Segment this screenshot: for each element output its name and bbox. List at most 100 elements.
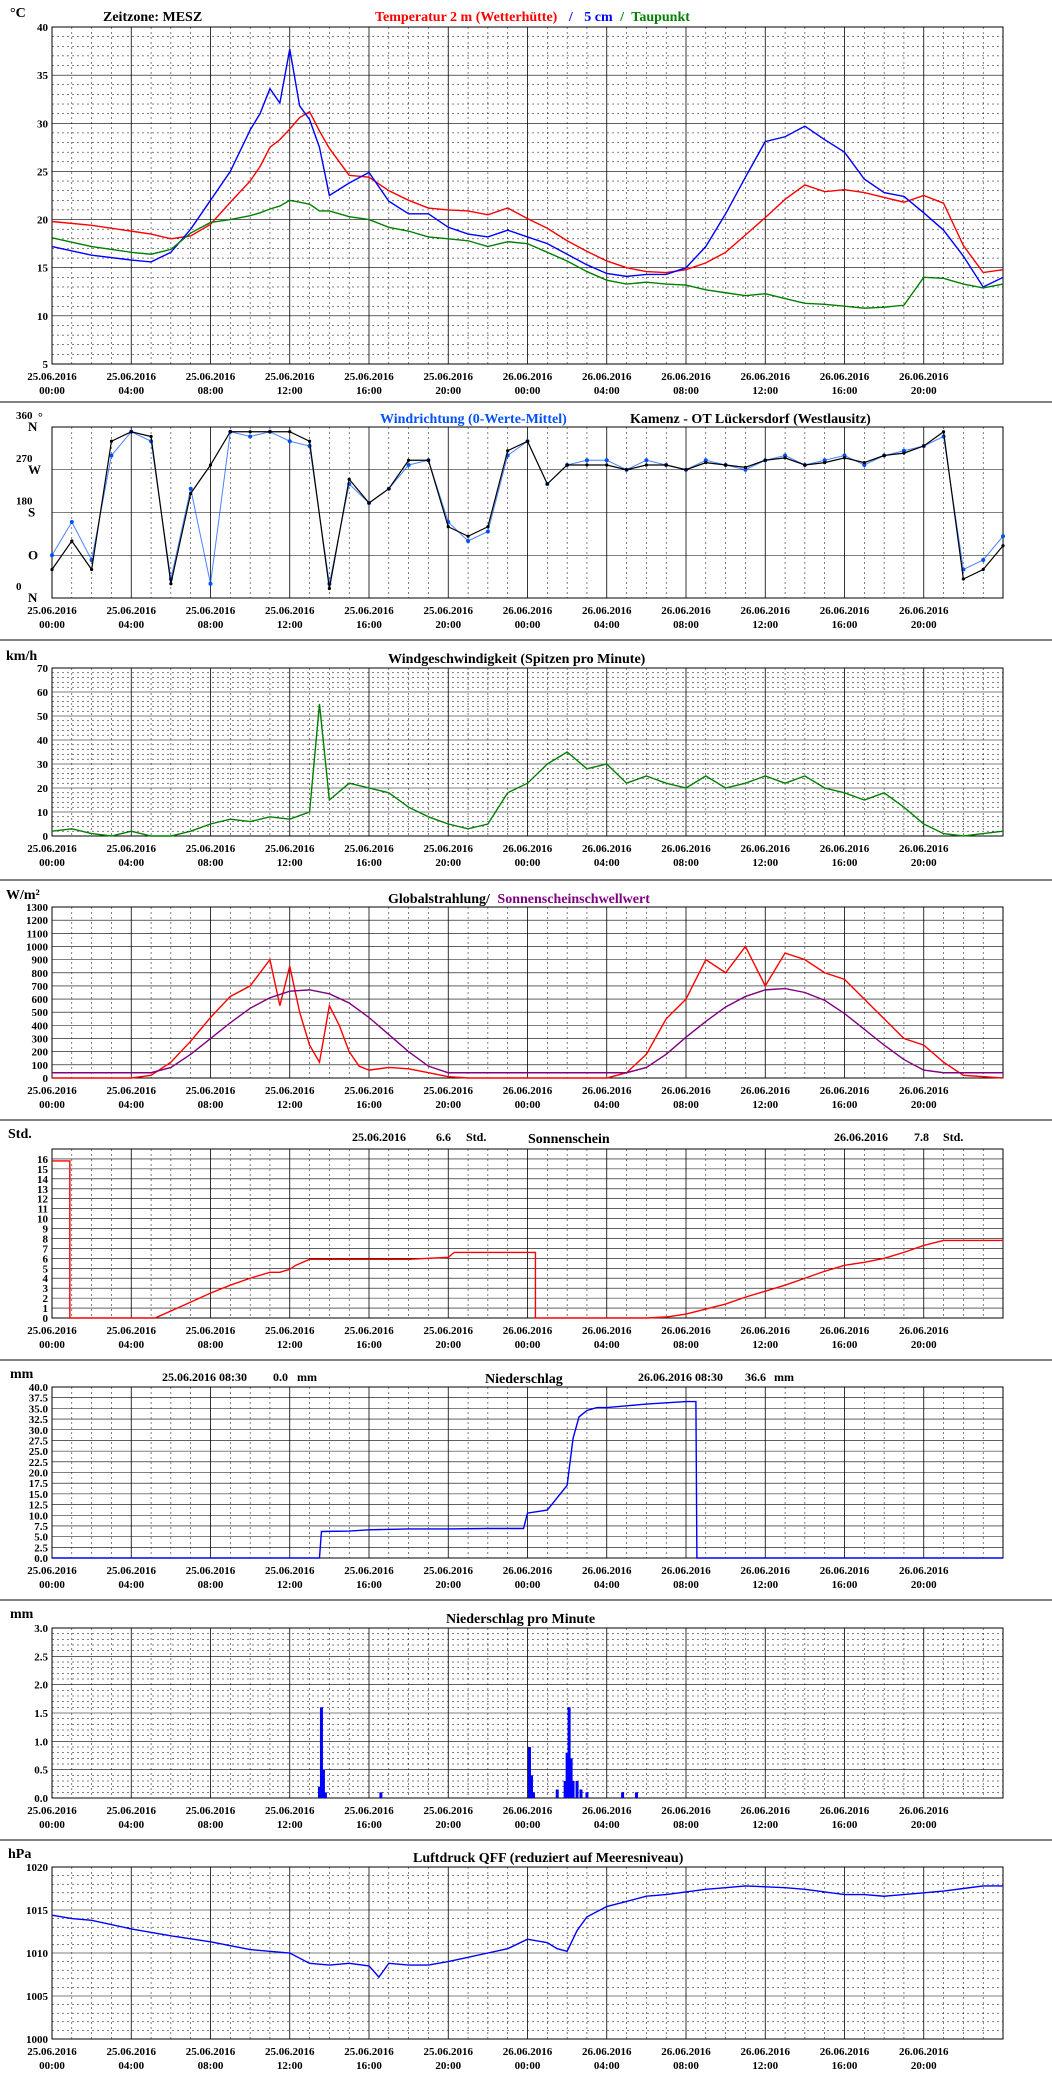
- x-tick-time: 08:00: [673, 1579, 699, 1591]
- x-tick-date: 26.06.2016: [661, 1085, 711, 1097]
- y-tick-label: 5.0: [34, 1532, 48, 1544]
- x-tick-time: 20:00: [435, 857, 461, 869]
- precip-bar: [531, 1792, 535, 1798]
- x-tick-time: 16:00: [832, 385, 858, 397]
- x-tick-time: 00:00: [39, 619, 65, 631]
- y-tick-label: 1.0: [34, 1736, 48, 1748]
- x-tick-time: 00:00: [39, 385, 65, 397]
- x-tick-date: 26.06.2016: [741, 371, 791, 383]
- x-tick-time: 08:00: [198, 857, 224, 869]
- x-tick-date: 25.06.2016: [27, 843, 77, 855]
- x-tick-date: 25.06.2016: [27, 2046, 77, 2058]
- x-tick-date: 26.06.2016: [899, 1085, 949, 1097]
- x-tick-time: 00:00: [39, 857, 65, 869]
- y-axis-unit-std: Std.: [8, 1127, 32, 1142]
- x-tick-time: 12:00: [752, 1819, 778, 1831]
- x-tick-date: 26.06.2016: [820, 1085, 870, 1097]
- sunshine-unit-1: Std.: [466, 1130, 486, 1144]
- x-tick-date: 25.06.2016: [265, 1805, 315, 1817]
- y-tick-label: 5: [43, 359, 49, 371]
- x-tick-date: 26.06.2016: [582, 843, 632, 855]
- x-tick-date: 25.06.2016: [265, 843, 315, 855]
- precip-bar: [634, 1792, 638, 1798]
- x-tick-date: 25.06.2016: [265, 605, 315, 617]
- wind-direction-line: [51, 430, 1004, 589]
- x-tick-time: 12:00: [277, 857, 303, 869]
- x-tick-time: 12:00: [277, 1819, 303, 1831]
- y-tick-label: 500: [32, 1007, 49, 1019]
- x-tick-time: 16:00: [356, 1579, 382, 1591]
- y-tick-label: 20: [37, 215, 49, 227]
- x-tick-time: 12:00: [277, 385, 303, 397]
- y-tick-number: 360: [16, 410, 33, 422]
- y-tick-number: 180: [16, 496, 33, 508]
- y-tick-letter: O: [28, 547, 38, 562]
- x-tick-date: 25.06.2016: [424, 1325, 474, 1337]
- y-tick-label: 5: [43, 1263, 49, 1275]
- y-tick-letter: N: [28, 590, 38, 605]
- x-tick-date: 26.06.2016: [661, 843, 711, 855]
- x-tick-date: 26.06.2016: [899, 371, 949, 383]
- series-line-temperature: [51, 110, 1004, 274]
- x-tick-time: 16:00: [832, 1579, 858, 1591]
- x-tick-time: 08:00: [673, 385, 699, 397]
- chart-panel-8: 1000 1005 1010 1015 1020 25.06.2016 00:00 25.06…: [26, 1862, 1004, 2072]
- y-tick-label: 7: [43, 1243, 49, 1255]
- pressure-title: Luftdruck QFF (reduziert auf Meeresnivea…: [413, 1851, 684, 1866]
- series-line-threshold: [52, 987, 1003, 1074]
- x-tick-date: 25.06.2016: [107, 1325, 157, 1337]
- x-tick-time: 20:00: [911, 1819, 937, 1831]
- x-tick-date: 26.06.2016: [661, 1565, 711, 1577]
- x-tick-time: 20:00: [435, 1579, 461, 1591]
- sunshine-date-2: 26.06.2016: [834, 1130, 888, 1144]
- x-tick-date: 25.06.2016: [344, 1325, 394, 1337]
- radiation-title-global: Globalstrahlung/: [388, 892, 491, 907]
- x-tick-date: 25.06.2016: [27, 1565, 77, 1577]
- precip-value-2: 36.6: [745, 1370, 766, 1384]
- x-tick-date: 26.06.2016: [741, 1565, 791, 1577]
- y-tick-label: 10: [37, 807, 49, 819]
- precip-title: Niederschlag: [485, 1372, 563, 1387]
- x-tick-date: 26.06.2016: [899, 1325, 949, 1337]
- x-tick-date: 25.06.2016: [27, 371, 77, 383]
- x-tick-time: 20:00: [435, 385, 461, 397]
- series-line-radiation: [52, 945, 1004, 1079]
- x-tick-date: 25.06.2016: [107, 1085, 157, 1097]
- x-tick-date: 25.06.2016: [344, 1565, 394, 1577]
- x-tick-date: 26.06.2016: [582, 2046, 632, 2058]
- x-tick-date: 26.06.2016: [582, 371, 632, 383]
- wind-speed-title: Windgeschwindigkeit (Spitzen pro Minute): [388, 652, 646, 667]
- x-tick-time: 00:00: [515, 1819, 541, 1831]
- x-tick-time: 00:00: [515, 1579, 541, 1591]
- x-tick-date: 25.06.2016: [186, 1805, 236, 1817]
- precip-minute-title: Niederschlag pro Minute: [446, 1612, 595, 1627]
- x-tick-time: 00:00: [39, 1579, 65, 1591]
- precip-unit-1: mm: [297, 1370, 317, 1384]
- y-tick-label: 4: [43, 1273, 49, 1285]
- y-tick-label: 27.5: [29, 1435, 49, 1447]
- y-tick-label: 7.5: [34, 1521, 48, 1533]
- x-tick-date: 26.06.2016: [899, 1805, 949, 1817]
- precip-bar: [585, 1792, 589, 1798]
- y-tick-label: 600: [32, 994, 49, 1006]
- y-tick-label: 1200: [26, 915, 49, 927]
- x-tick-date: 26.06.2016: [503, 1085, 553, 1097]
- temp-title-separator: /: [568, 10, 574, 25]
- y-tick-label: 10: [37, 1214, 49, 1226]
- x-tick-time: 08:00: [673, 1099, 699, 1111]
- x-tick-date: 25.06.2016: [344, 605, 394, 617]
- precip-bar: [569, 1758, 573, 1798]
- x-tick-date: 25.06.2016: [265, 2046, 315, 2058]
- x-tick-time: 04:00: [594, 2060, 620, 2072]
- x-tick-date: 25.06.2016: [186, 1325, 236, 1337]
- x-tick-date: 26.06.2016: [820, 605, 870, 617]
- x-tick-date: 25.06.2016: [107, 1565, 157, 1577]
- precip-bar: [565, 1752, 569, 1798]
- y-tick-label: 1000: [26, 941, 49, 953]
- precip-bar: [575, 1781, 579, 1798]
- temp-title-soil: 5 cm: [584, 10, 613, 25]
- x-tick-time: 04:00: [118, 857, 144, 869]
- x-tick-date: 26.06.2016: [899, 2046, 949, 2058]
- x-tick-time: 04:00: [594, 1819, 620, 1831]
- x-tick-date: 26.06.2016: [503, 605, 553, 617]
